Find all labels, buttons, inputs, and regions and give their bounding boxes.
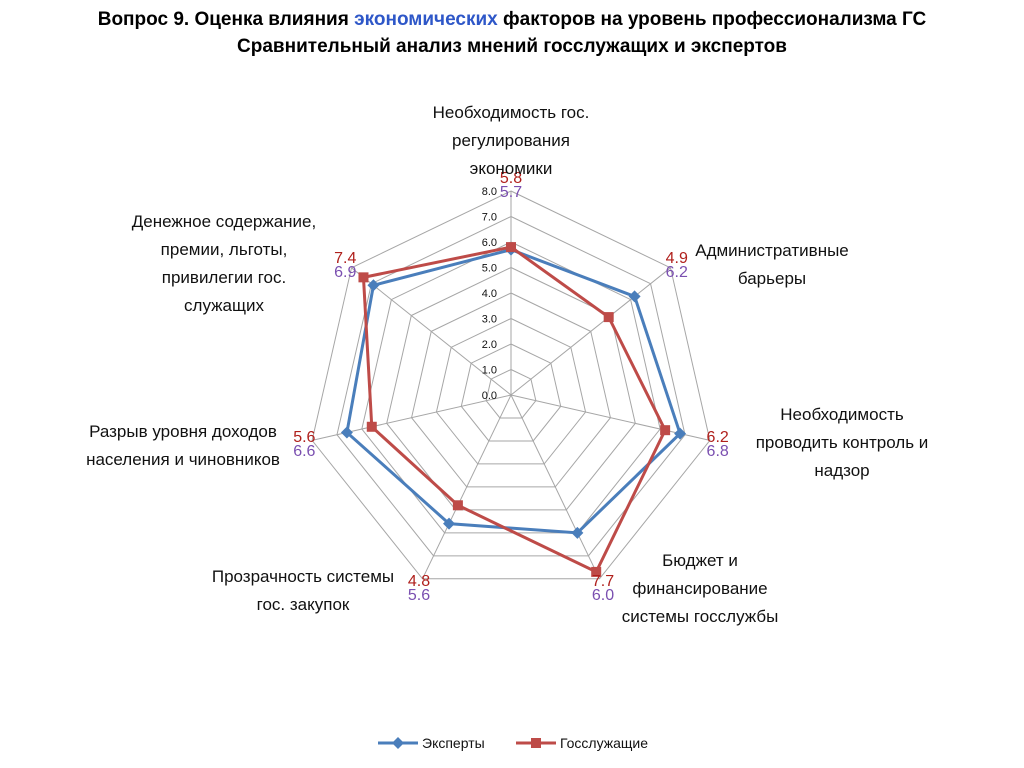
grid-ring <box>361 241 661 534</box>
grid-spoke <box>510 394 600 580</box>
tick-label: 3.0 <box>482 314 497 326</box>
tick-label: 0.0 <box>482 390 497 402</box>
category-label: Необходимость гос. регулирования экономики <box>433 103 590 178</box>
data-label: 6.2 <box>707 429 729 446</box>
category-label-line: Необходимость <box>780 405 904 424</box>
grid-ring <box>411 292 611 488</box>
title-prefix: Вопрос 9. Оценка влияния <box>97 9 355 30</box>
grid-spoke <box>422 394 512 580</box>
category-label-line: проводить контроль и <box>756 433 929 452</box>
grid-ring <box>485 368 537 419</box>
category-label-line: системы госслужбы <box>622 607 779 626</box>
category-label-line: регулирования <box>452 131 570 150</box>
category-label-line: Прозрачность системы <box>212 567 394 586</box>
series-point <box>443 517 456 530</box>
data-label: 4.8 <box>408 573 430 590</box>
category-label: Необходимость проводить контроль и надзор <box>756 405 929 480</box>
data-label: 6.6 <box>293 443 315 460</box>
category-label-line: финансирование <box>632 579 767 598</box>
data-label: 7.4 <box>334 250 356 267</box>
series-layer <box>340 242 687 577</box>
category-label: Бюджет и финансирование системы госслужбы <box>622 551 779 626</box>
category-label-line: Административные <box>695 241 849 260</box>
category-label-line: Денежное содержание, <box>132 212 317 231</box>
data-label: 6.9 <box>334 264 356 281</box>
series-point <box>628 290 641 303</box>
category-label: Административные барьеры <box>695 241 849 288</box>
series-line <box>345 248 682 535</box>
tick-label: 1.0 <box>482 365 497 377</box>
data-label: 5.8 <box>500 170 522 187</box>
tick-label: 5.0 <box>482 263 497 275</box>
series-point <box>603 312 614 323</box>
category-labels: Необходимость гос. регулирования экономики… <box>86 103 928 626</box>
data-label: 5.6 <box>408 587 430 604</box>
series-line <box>361 245 667 574</box>
data-label: 6.0 <box>592 587 614 604</box>
series-point <box>660 425 671 436</box>
title-accent-word: экономических <box>354 9 498 30</box>
legend-swatch-marker <box>392 737 404 749</box>
series-point <box>340 426 353 439</box>
legend-label: Госслужащие <box>560 735 648 751</box>
grid-ring <box>460 343 562 442</box>
category-label-line: населения и чиновников <box>86 450 280 469</box>
category-label-line: Разрыв уровня доходов <box>89 422 277 441</box>
category-label-line: надзор <box>814 461 869 480</box>
data-label: 4.9 <box>666 250 688 267</box>
category-label: Прозрачность системы гос. закупок <box>212 567 394 614</box>
title-suffix: факторов на уровень профессионализма ГС <box>497 9 927 30</box>
grid-ring <box>435 317 587 465</box>
legend: Эксперты Госслужащие <box>378 735 648 751</box>
series-point <box>452 500 463 511</box>
title-line-2: Сравнительный анализ мнений госслужащих … <box>237 36 787 57</box>
category-label-line: Бюджет и <box>662 551 738 570</box>
legend-label: Эксперты <box>422 735 485 751</box>
data-labels: 5.76.26.86.05.66.66.95.84.96.27.74.85.67… <box>293 170 729 604</box>
series-point <box>367 279 380 292</box>
tick-label: 2.0 <box>482 339 497 351</box>
chart-title: Вопрос 9. Оценка влияния экономических ф… <box>0 6 1024 60</box>
radial-tick-labels: 0.0 1.0 2.0 3.0 4.0 5.0 6.0 7.0 8.0 <box>482 186 497 402</box>
category-label-line: Необходимость гос. <box>433 103 590 122</box>
category-label-line: гос. закупок <box>257 595 350 614</box>
category-label-line: барьеры <box>738 269 806 288</box>
grid-spoke <box>351 267 512 396</box>
title-line-1: Вопрос 9. Оценка влияния экономических ф… <box>0 6 1024 33</box>
data-label: 6.8 <box>707 443 729 460</box>
series-point <box>366 421 377 432</box>
data-label: 5.6 <box>293 429 315 446</box>
grid-spoke <box>510 267 671 396</box>
grid-ring <box>386 266 636 511</box>
tick-label: 8.0 <box>482 186 497 198</box>
series-point <box>674 427 687 440</box>
grid-ring <box>311 190 711 580</box>
category-label-line: служащих <box>184 296 264 315</box>
series-point <box>506 242 516 253</box>
tick-label: 4.0 <box>482 288 497 300</box>
data-label: 7.7 <box>592 573 614 590</box>
series-point <box>358 272 369 283</box>
series-point <box>571 526 584 539</box>
series-point <box>591 566 602 577</box>
category-label-line: экономики <box>470 159 553 178</box>
tick-label: 7.0 <box>482 212 497 224</box>
category-label-line: привилегии гос. <box>162 268 286 287</box>
data-label: 5.7 <box>500 184 522 201</box>
data-label: 6.2 <box>666 264 688 281</box>
category-label: Разрыв уровня доходов населения и чиновни… <box>86 422 280 469</box>
tick-label: 6.0 <box>482 237 497 249</box>
category-label-line: премии, льготы, <box>161 240 288 259</box>
category-label: Денежное содержание, премии, льготы, приви… <box>132 212 317 315</box>
legend-swatch-marker <box>531 738 541 748</box>
